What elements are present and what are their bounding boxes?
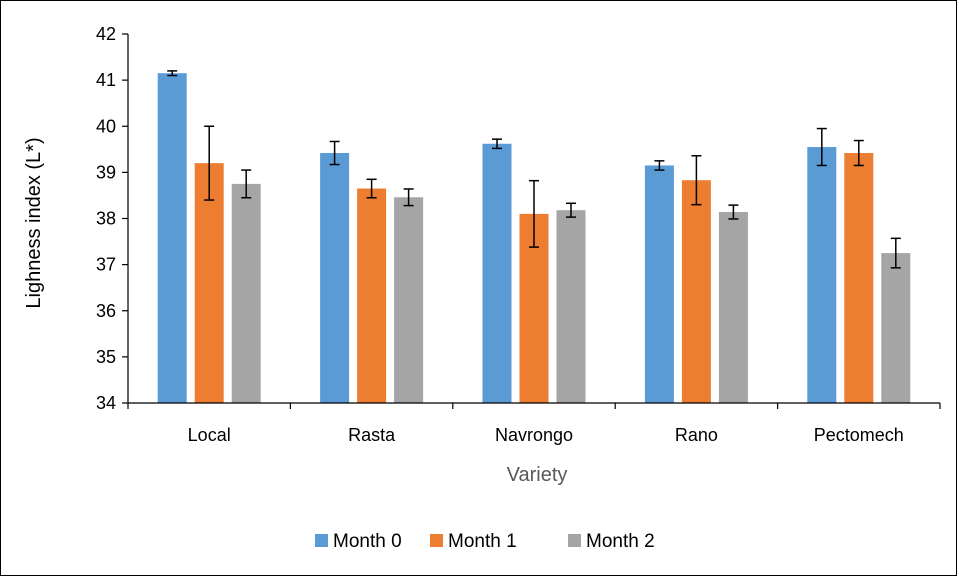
error-bar bbox=[329, 140, 340, 166]
legend-item: Month 0 bbox=[315, 531, 402, 552]
bar bbox=[482, 143, 512, 403]
error-bar bbox=[366, 178, 377, 199]
y-tick-label: 34 bbox=[96, 393, 116, 413]
bar bbox=[718, 212, 748, 403]
bar bbox=[320, 153, 350, 403]
error-bar bbox=[890, 237, 901, 269]
error-bar bbox=[167, 70, 178, 77]
legend-swatch bbox=[430, 534, 443, 547]
y-tick-label: 41 bbox=[96, 70, 116, 90]
x-tick-label: Rano bbox=[675, 425, 718, 445]
y-ticks: 34 35 36 37 38 39 40 41 42 bbox=[96, 24, 128, 413]
bar bbox=[681, 180, 711, 403]
bar bbox=[157, 73, 187, 404]
error-bar bbox=[566, 202, 576, 218]
error-bar bbox=[204, 125, 215, 201]
y-tick-label: 42 bbox=[96, 24, 116, 44]
legend-item: Month 2 bbox=[568, 531, 655, 552]
y-axis-title: Lighness index (L*) bbox=[23, 137, 45, 308]
bar bbox=[394, 197, 424, 403]
error-bar bbox=[241, 169, 252, 199]
x-tick-label: Pectomech bbox=[814, 425, 904, 445]
bar bbox=[231, 183, 261, 403]
y-tick-label: 39 bbox=[96, 162, 116, 182]
error-bar bbox=[492, 138, 502, 150]
bar bbox=[357, 188, 387, 403]
legend-label: Month 2 bbox=[586, 531, 655, 552]
legend: Month 0 Month 1 Month 2 bbox=[315, 531, 655, 552]
y-tick-label: 38 bbox=[96, 209, 116, 229]
y-tick-label: 35 bbox=[96, 347, 116, 367]
bar bbox=[644, 165, 674, 403]
error-bar bbox=[529, 179, 539, 248]
error-bar bbox=[691, 155, 702, 206]
legend-swatch bbox=[315, 534, 328, 547]
error-bar bbox=[728, 204, 739, 220]
bar bbox=[844, 153, 874, 403]
error-bar bbox=[654, 160, 665, 171]
error-bars-layer bbox=[167, 70, 901, 269]
y-tick-label: 40 bbox=[96, 116, 116, 136]
y-tick-label: 36 bbox=[96, 301, 116, 321]
bar bbox=[807, 147, 837, 403]
x-ticks: Local Rasta Navrongo Rano Pectomech bbox=[127, 403, 941, 445]
error-bar bbox=[403, 188, 414, 207]
legend-label: Month 0 bbox=[333, 531, 402, 552]
x-axis-title: Variety bbox=[507, 464, 568, 486]
y-tick-label: 37 bbox=[96, 255, 116, 275]
x-tick-label: Local bbox=[188, 425, 231, 445]
x-tick-label: Navrongo bbox=[495, 425, 573, 445]
error-bar bbox=[853, 139, 864, 167]
bar bbox=[881, 253, 911, 403]
x-tick-label: Rasta bbox=[348, 425, 396, 445]
bars-layer bbox=[157, 73, 911, 404]
error-bar bbox=[816, 127, 827, 167]
legend-item: Month 1 bbox=[430, 531, 517, 552]
bar bbox=[556, 210, 586, 403]
bar bbox=[194, 163, 224, 403]
legend-label: Month 1 bbox=[448, 531, 517, 552]
legend-swatch bbox=[568, 534, 581, 547]
